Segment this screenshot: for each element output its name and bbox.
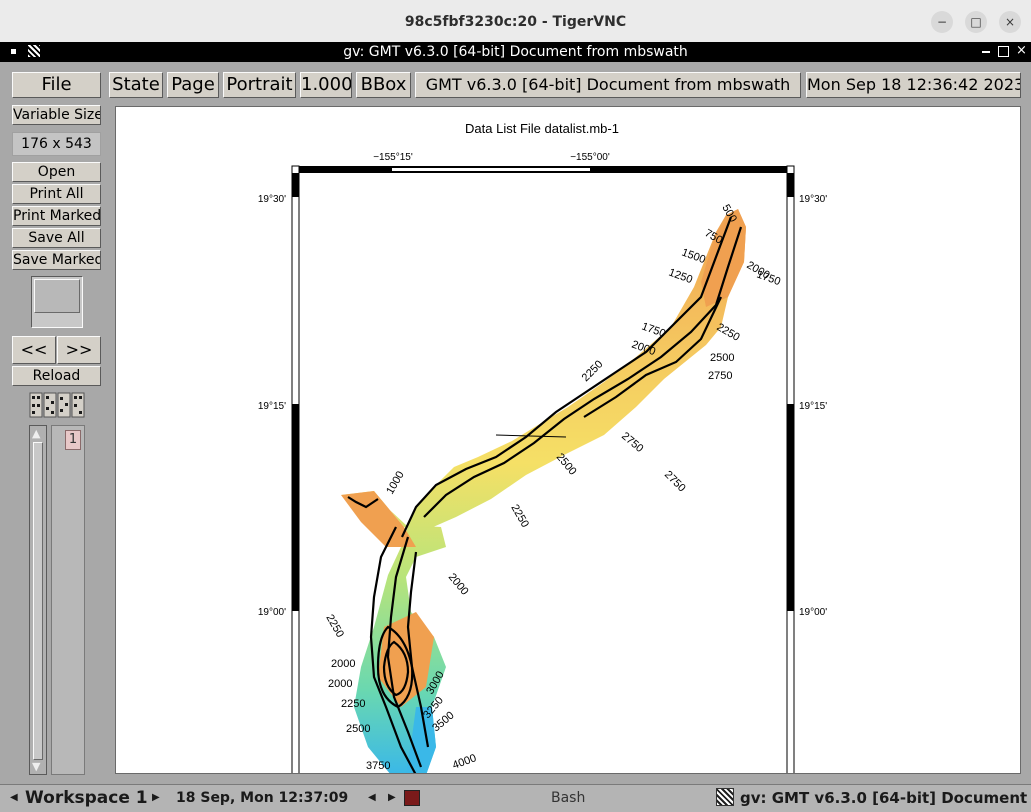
state-menu-button[interactable]: State [109, 72, 163, 98]
scrollbar-thumb[interactable] [33, 442, 43, 760]
contour-label: 2250 [508, 503, 531, 530]
contour-label: 2250 [715, 321, 742, 344]
save-all-button[interactable]: Save All [12, 228, 101, 248]
contour-label: 2750 [662, 469, 688, 495]
print-all-button[interactable]: Print All [12, 184, 101, 204]
contour-lines [347, 216, 743, 773]
contour-label: 1750 [640, 321, 667, 341]
contour-label: 2000 [328, 678, 352, 690]
contour-label: 2250 [323, 613, 346, 640]
contour-label: 2000 [446, 571, 471, 597]
contour-label: 2000 [331, 658, 355, 670]
gv-window-title: gv: GMT v6.3.0 [64-bit] Document from mb… [343, 44, 688, 60]
gv-task-icon[interactable] [716, 788, 734, 806]
taskbar-clock: 18 Sep, Mon 12:37:09 [176, 790, 349, 806]
lat-label: 19°15' [799, 401, 827, 412]
taskbar-app-bash[interactable]: Bash [551, 790, 586, 806]
contour-label: 1500 [680, 247, 707, 267]
document-viewport[interactable]: Data List File datalist.mb-1 −155°15' −1… [115, 106, 1021, 774]
previous-page-button[interactable]: << [12, 336, 56, 364]
scroll-down-arrow-icon[interactable]: ▼ [32, 760, 41, 773]
contour-label: 4000 [451, 752, 478, 772]
panner-thumb[interactable] [34, 279, 80, 313]
lat-label: 19°30' [799, 194, 827, 205]
page-panner[interactable] [31, 276, 83, 328]
gv-app-icon [28, 45, 40, 57]
gv-maximize-icon[interactable] [998, 46, 1009, 57]
contour-label: 2250 [580, 358, 606, 384]
document-title-button[interactable]: GMT v6.3.0 [64-bit] Document from mbswat… [415, 72, 801, 98]
workspace-label[interactable]: Workspace 1 [25, 788, 148, 808]
page-list[interactable]: 1 [51, 425, 85, 775]
contour-label: 1250 [667, 267, 694, 287]
lat-label: 19°00' [799, 607, 827, 618]
minimize-button[interactable]: − [931, 11, 953, 33]
vnc-window-title: 98c5fbf3230c:20 - TigerVNC [404, 14, 627, 30]
page-dimensions: 176 x 543 [12, 132, 101, 156]
contour-label: 1000 [384, 469, 407, 496]
gv-minimize-icon[interactable] [982, 51, 990, 53]
page-list-item[interactable]: 1 [65, 430, 81, 450]
map-frame [291, 165, 795, 773]
scroll-up-arrow-icon[interactable]: ▲ [32, 427, 41, 440]
maximize-button[interactable]: □ [965, 11, 987, 33]
window-menu-icon[interactable] [11, 49, 16, 54]
contour-label: 2750 [708, 370, 732, 382]
task-prev-arrow-icon[interactable]: ◀ [368, 792, 376, 803]
gv-close-icon[interactable]: × [1016, 43, 1027, 58]
contour-label: 1750 [755, 269, 782, 289]
track-line [495, 434, 567, 438]
next-page-button[interactable]: >> [57, 336, 101, 364]
gv-title-bar [0, 42, 1031, 62]
contour-label: 2500 [710, 352, 734, 364]
lon-label: −155°00' [570, 152, 610, 163]
lon-label: −155°15' [373, 152, 413, 163]
terminal-icon[interactable] [404, 790, 420, 806]
contour-label: 2500 [554, 451, 579, 477]
print-marked-button[interactable]: Print Marked [12, 206, 101, 226]
reload-button[interactable]: Reload [12, 366, 101, 386]
workspace-prev-arrow-icon[interactable]: ◀ [10, 792, 18, 803]
page-list-scrollbar[interactable]: ▲ ▼ [29, 425, 47, 775]
map-title: Data List File datalist.mb-1 [465, 121, 619, 136]
scale-button[interactable]: 1.000 [300, 72, 352, 98]
bbox-button[interactable]: BBox [356, 72, 411, 98]
orientation-button[interactable]: Portrait [223, 72, 296, 98]
file-menu-button[interactable]: File [12, 72, 101, 98]
lat-label: 19°15' [258, 401, 286, 412]
contour-label: 2750 [619, 430, 645, 455]
contour-label: 3750 [366, 760, 390, 772]
lat-label: 19°30' [258, 194, 286, 205]
bathymetry-map: Data List File datalist.mb-1 −155°15' −1… [258, 121, 827, 773]
open-button[interactable]: Open [12, 162, 101, 182]
contour-label: 2500 [346, 723, 370, 735]
save-marked-button[interactable]: Save Marked [12, 250, 101, 270]
mark-pages-icons[interactable] [29, 392, 85, 418]
contour-label: 2250 [341, 698, 365, 710]
close-button[interactable]: × [999, 11, 1021, 33]
page-menu-button[interactable]: Page [167, 72, 219, 98]
bathymetry-swath [341, 209, 746, 773]
size-mode-button[interactable]: Variable Size [12, 105, 101, 125]
taskbar [0, 784, 1031, 812]
workspace-next-arrow-icon[interactable]: ▶ [152, 792, 160, 803]
task-next-arrow-icon[interactable]: ▶ [388, 792, 396, 803]
document-date-button[interactable]: Mon Sep 18 12:36:42 2023 [806, 72, 1021, 98]
taskbar-active-window[interactable]: gv: GMT v6.3.0 [64-bit] Document f [740, 789, 1031, 807]
lat-label: 19°00' [258, 607, 286, 618]
